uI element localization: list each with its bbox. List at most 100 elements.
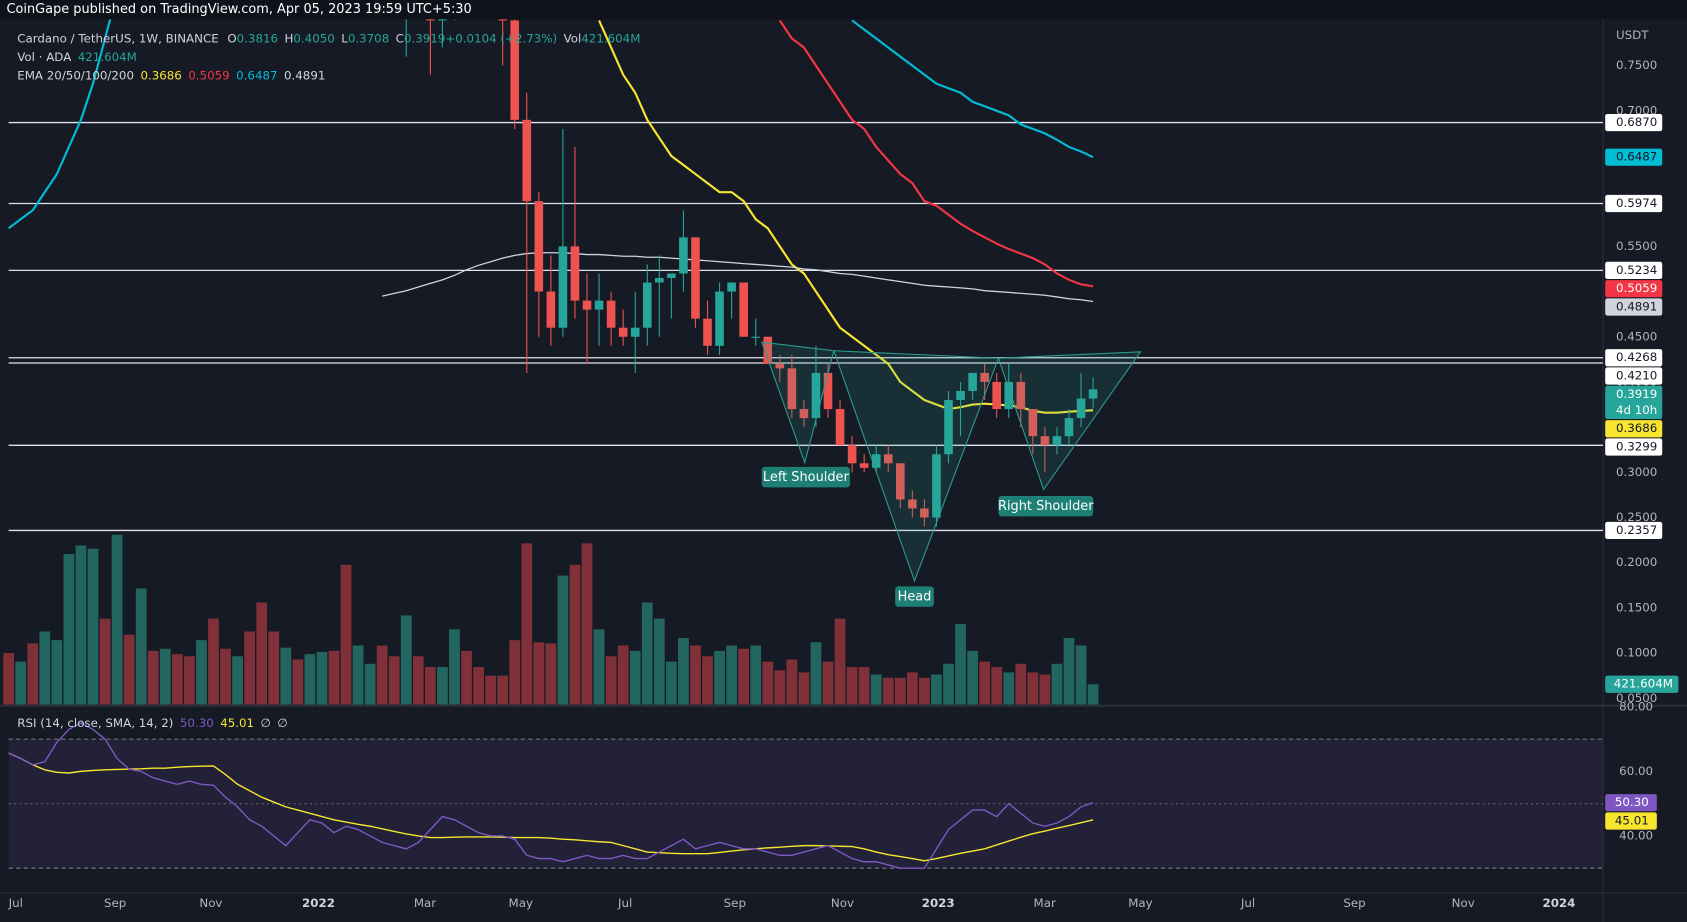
price-tag-label: 0.6487 xyxy=(1616,150,1657,164)
candle-body xyxy=(715,291,724,346)
volume-bar xyxy=(75,545,87,705)
volume-bar xyxy=(991,667,1003,705)
price-tag-label: 0.4268 xyxy=(1616,350,1657,364)
header-bar xyxy=(0,0,1687,20)
y-tick-label: 0.2500 xyxy=(1616,510,1657,524)
y-tick-label: 0.1000 xyxy=(1616,646,1657,660)
volume-bar xyxy=(1087,684,1099,705)
y-tick-label: 0.2000 xyxy=(1616,555,1657,569)
x-tick-label: Jul xyxy=(617,896,632,910)
price-tag-label: 0.5974 xyxy=(1616,196,1657,210)
volume-bar xyxy=(437,667,448,705)
rsi-line xyxy=(8,752,1094,862)
volume-bar xyxy=(485,675,497,705)
volume-bar xyxy=(232,656,243,705)
price-pane xyxy=(3,19,1604,705)
volume-bar xyxy=(15,661,27,705)
legend-value: 0.4050 xyxy=(293,31,334,45)
legend-ema: EMA 20/50/100/200 0.3686 0.5059 0.6487 0.489… xyxy=(17,68,325,82)
volume-bar xyxy=(798,672,810,705)
candle-body xyxy=(896,463,905,500)
left-shoulder-shape xyxy=(760,341,835,465)
volume-bar xyxy=(894,677,906,705)
rsi-legend-value: 45.01 xyxy=(220,715,254,729)
price-tag xyxy=(1605,521,1663,540)
candle-body xyxy=(655,278,664,283)
volume-bar xyxy=(244,631,256,705)
annotation: Head xyxy=(898,590,932,605)
axes: 0.75000.70000.55000.45000.40000.30000.25… xyxy=(8,58,1679,910)
ema-line xyxy=(778,19,1094,288)
candle-body xyxy=(438,19,447,21)
price-tag-label: 0.3686 xyxy=(1616,421,1657,435)
volume-bar xyxy=(786,659,798,705)
volume-bar xyxy=(726,645,737,705)
y-tick-label: 0.3000 xyxy=(1616,465,1657,479)
volume-bar xyxy=(593,629,605,705)
volume-bar xyxy=(400,615,412,705)
volume-tag xyxy=(1605,675,1679,693)
candle-body xyxy=(871,454,881,468)
volume-bar xyxy=(171,654,183,705)
volume-bar xyxy=(738,648,750,705)
candle-body xyxy=(968,372,977,391)
x-tick-label: May xyxy=(1128,896,1152,910)
legend-key: C xyxy=(396,31,404,45)
legend-value: 0.3816 xyxy=(237,31,278,45)
header: CoinGape published on TradingView.com, A… xyxy=(6,2,471,17)
candle-body xyxy=(883,454,893,464)
legend-value: 0.3919 xyxy=(404,31,445,45)
volume-bar xyxy=(750,645,762,705)
ema-line xyxy=(7,19,1094,230)
annotation-box xyxy=(895,586,934,607)
volume-bar xyxy=(557,575,569,705)
volume-bar xyxy=(340,564,352,705)
candle-body xyxy=(594,300,604,310)
candle-body xyxy=(703,318,712,346)
volume-bar xyxy=(774,670,786,705)
price-tag xyxy=(1605,280,1663,298)
volume-bar xyxy=(256,602,268,705)
volume-bar xyxy=(376,645,388,705)
y-tick-label: 0.7000 xyxy=(1616,103,1657,117)
candle-body xyxy=(691,237,700,319)
rsi-legend-value: ∅ xyxy=(261,715,271,729)
x-tick-label: Mar xyxy=(1034,896,1056,910)
volume-bar xyxy=(208,618,219,705)
volume-bar xyxy=(1003,672,1015,705)
price-tag-label: 0.3919 xyxy=(1616,387,1657,401)
price-tag xyxy=(1605,349,1663,367)
volume-bar xyxy=(931,674,942,705)
price-tag-label: 0.6870 xyxy=(1616,115,1657,129)
volume-bar xyxy=(316,651,328,705)
legend-rsi: RSI (14, close, SMA, 14, 2) 50.30 45.01 ∅ ∅ xyxy=(17,715,287,729)
volume-bar xyxy=(39,631,51,705)
price-tag-label: 0.4891 xyxy=(1616,299,1657,313)
volume-bar xyxy=(123,634,135,705)
y-tick-label: 0.7500 xyxy=(1616,58,1657,72)
candle-body xyxy=(751,336,761,338)
candle-body xyxy=(1088,389,1098,399)
volume-bar xyxy=(810,642,822,705)
volume-bar xyxy=(3,653,15,705)
rsi-tag-label: 45.01 xyxy=(1615,813,1649,827)
x-tick-label: Jul xyxy=(8,896,23,910)
candle-body xyxy=(811,372,821,419)
candle-body xyxy=(558,246,568,328)
volume-bar xyxy=(424,667,436,705)
candle-body xyxy=(727,282,736,292)
candle-body xyxy=(908,499,917,509)
rsi-pane xyxy=(8,722,1604,869)
candle-body xyxy=(920,508,929,518)
rsi-tag xyxy=(1605,812,1657,830)
price-tag xyxy=(1605,385,1663,420)
candle-body xyxy=(763,336,773,364)
rsi-tag-label: 50.30 xyxy=(1615,795,1649,809)
candle-body xyxy=(1076,398,1086,419)
x-tick-label: Mar xyxy=(414,896,436,910)
volume-bar xyxy=(461,650,472,705)
legend-value: +0.0104 (+2.73%) xyxy=(445,31,557,45)
volume-bar xyxy=(27,643,39,705)
candle-body xyxy=(847,445,857,464)
volume-bar xyxy=(51,640,63,705)
